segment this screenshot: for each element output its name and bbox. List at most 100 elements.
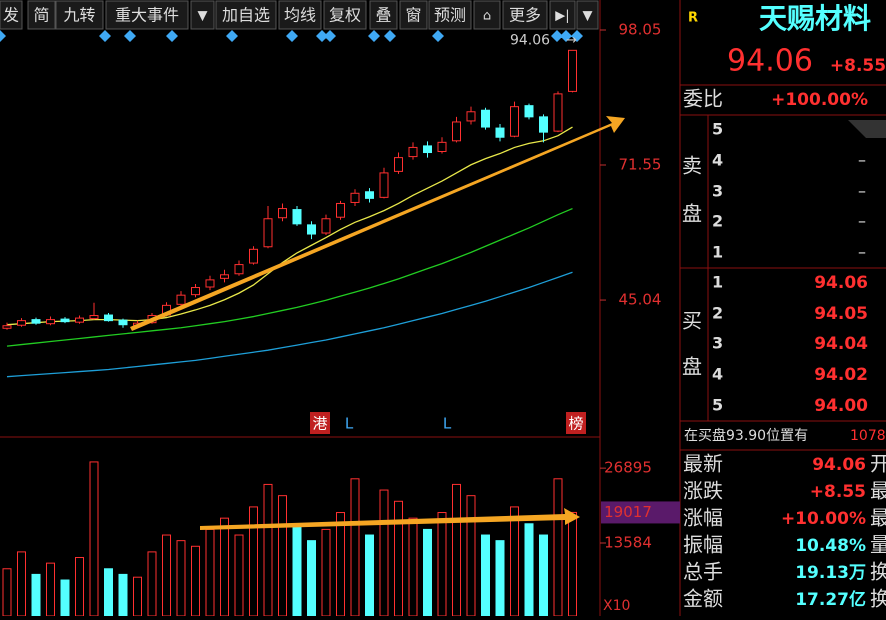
- toolbar-button[interactable]: [190, 0, 215, 30]
- candle-body: [118, 319, 128, 326]
- toolbar-button[interactable]: [399, 0, 428, 30]
- notice-qty: 1078: [850, 428, 886, 444]
- scroll-tab: [848, 120, 886, 138]
- buy-price: 94.02: [814, 365, 868, 385]
- toolbar-icon[interactable]: ▶|: [555, 9, 569, 24]
- candle-body: [510, 106, 519, 137]
- stat-value: +8.55: [810, 482, 866, 502]
- sell-price: –: [858, 182, 866, 201]
- candle-body: [466, 111, 476, 122]
- toolbar-button[interactable]: [27, 0, 56, 30]
- toolbar-label[interactable]: 叠: [375, 6, 391, 25]
- stat-label: 换: [870, 587, 886, 611]
- y-tick-label: 13584: [604, 533, 652, 551]
- toolbar-button[interactable]: [502, 0, 548, 30]
- candle-body: [263, 218, 273, 248]
- candle-body: [176, 294, 186, 305]
- toolbar-label[interactable]: 简: [33, 6, 49, 25]
- side-label: 盘: [682, 355, 702, 379]
- volume-bar: [437, 512, 447, 617]
- buy-price: 94.06: [814, 273, 868, 293]
- candle-body: [524, 105, 534, 118]
- toolbar-button[interactable]: [215, 0, 277, 30]
- toolbar-label[interactable]: 加自选: [222, 6, 270, 25]
- toolbar-button[interactable]: [105, 0, 189, 30]
- toolbar-button[interactable]: [0, 0, 23, 30]
- volume-bar: [191, 545, 200, 617]
- toolbar-button[interactable]: [576, 0, 599, 30]
- candle-body: [205, 279, 215, 288]
- toolbar-label[interactable]: 九转: [63, 6, 95, 25]
- volume-bar: [75, 557, 84, 617]
- toolbar-button[interactable]: [55, 0, 104, 30]
- stat-label: 涨跌: [683, 479, 723, 503]
- volume-bar: [2, 568, 12, 617]
- price: 94.06: [727, 44, 813, 79]
- toolbar-button[interactable]: [549, 0, 576, 30]
- volume-bar: [553, 478, 563, 617]
- level: 1: [712, 243, 723, 262]
- volume-bar: [263, 483, 273, 617]
- candle-body: [75, 317, 84, 323]
- volume-bar: [423, 528, 432, 617]
- toolbar-label[interactable]: 均线: [284, 6, 316, 25]
- stat-label: 最: [870, 479, 886, 503]
- candle-body: [539, 116, 548, 133]
- volume-bar: [394, 500, 403, 617]
- candle-body: [220, 274, 229, 279]
- toolbar-icon[interactable]: ▼: [198, 9, 208, 24]
- level: 4: [712, 365, 723, 384]
- volume-bar: [133, 576, 142, 617]
- candle-body: [31, 319, 41, 324]
- stat-label: 振幅: [683, 533, 723, 557]
- level: 5: [712, 396, 723, 415]
- stat-value: 94.06: [812, 455, 866, 475]
- stat-value: 10.48%: [795, 536, 866, 556]
- volume-bar: [524, 523, 534, 617]
- candle-body: [481, 109, 490, 128]
- volume-bar: [379, 489, 389, 617]
- notice: 在买盘93.90位置有: [684, 427, 808, 444]
- buy-price: 94.00: [814, 396, 868, 416]
- chart-marker: L: [443, 415, 452, 433]
- stat-value: 19.13万: [795, 563, 866, 583]
- volume-bar: [220, 517, 229, 617]
- toolbar-label[interactable]: 更多: [509, 6, 541, 25]
- toolbar-button[interactable]: [369, 0, 398, 30]
- candle-body: [350, 192, 360, 203]
- level: 4: [712, 151, 723, 170]
- volume-bar: [89, 461, 99, 617]
- toolbar-button[interactable]: [428, 0, 472, 30]
- level: 3: [712, 334, 723, 353]
- volume-multiplier: X10: [603, 598, 630, 614]
- moving-average: [6, 271, 573, 378]
- toolbar-button[interactable]: [473, 0, 501, 30]
- volume-bar: [118, 573, 128, 617]
- stat-value: +10.00%: [781, 509, 866, 529]
- volume-bar: [104, 568, 113, 617]
- chart-marker: 榜: [568, 415, 583, 433]
- ratio-label: 委比: [683, 87, 723, 111]
- toolbar-icon[interactable]: ▼: [583, 9, 593, 24]
- toolbar-label[interactable]: 窗: [405, 6, 421, 25]
- toolbar-label[interactable]: 预测: [434, 6, 466, 25]
- volume-bar: [46, 562, 55, 617]
- y-tick-label: 98.05: [619, 21, 662, 39]
- stat-label: 换: [870, 560, 886, 584]
- moving-average: [6, 126, 573, 326]
- toolbar-button[interactable]: [278, 0, 322, 30]
- toolbar-button[interactable]: [323, 0, 367, 30]
- volume-bar: [278, 495, 287, 617]
- volume-bar: [539, 534, 548, 617]
- level: 2: [712, 212, 723, 231]
- candle-body: [60, 318, 70, 323]
- toolbar-label[interactable]: 发: [3, 6, 19, 25]
- toolbar-icon[interactable]: ⌂: [483, 9, 491, 24]
- candle-body: [379, 172, 389, 198]
- toolbar-label[interactable]: 重大事件: [115, 6, 179, 25]
- toolbar-label[interactable]: 复权: [329, 6, 361, 25]
- event-markers: [0, 30, 583, 42]
- volume-bar: [568, 511, 577, 617]
- candle-body: [365, 191, 374, 199]
